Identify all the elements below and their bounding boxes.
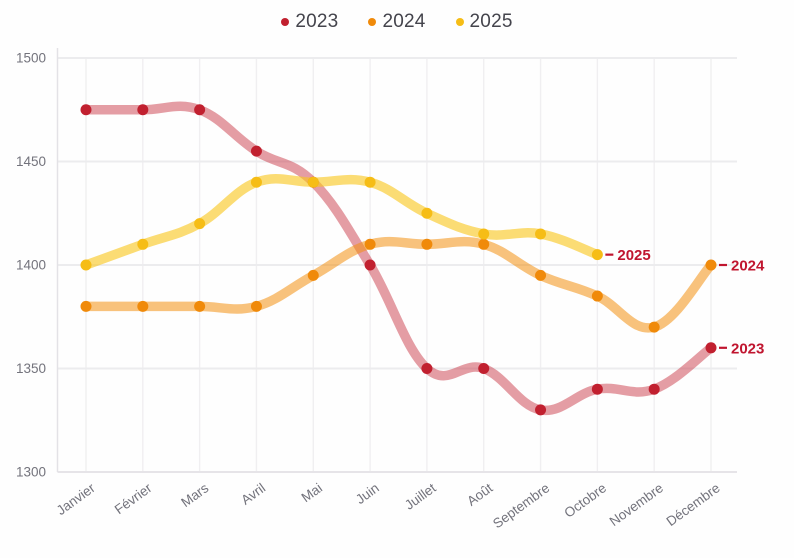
data-point-2025[interactable] bbox=[535, 228, 547, 240]
y-axis-tick-label: 1350 bbox=[16, 361, 46, 376]
data-point-2025[interactable] bbox=[307, 176, 319, 188]
legend-label: 2025 bbox=[469, 11, 513, 32]
data-point-2023[interactable] bbox=[364, 259, 376, 271]
data-point-2023[interactable] bbox=[250, 145, 262, 157]
data-point-2023[interactable] bbox=[478, 363, 490, 374]
data-point-2025[interactable] bbox=[80, 259, 92, 271]
y-axis-tick-label: 1450 bbox=[16, 154, 46, 169]
chart-legend: 2023 2024 2025 bbox=[0, 11, 794, 33]
data-point-2025[interactable] bbox=[421, 207, 433, 219]
data-point-2024[interactable] bbox=[535, 269, 547, 281]
legend-dot-icon bbox=[455, 18, 464, 26]
legend-item-2023[interactable]: 2023 bbox=[281, 11, 338, 33]
data-point-2024[interactable] bbox=[591, 290, 603, 302]
x-axis-tick-label: Février bbox=[112, 480, 155, 517]
series-end-label-2024: 2024 bbox=[731, 258, 765, 275]
data-point-2025[interactable] bbox=[194, 218, 206, 230]
legend-label: 2023 bbox=[295, 11, 339, 32]
x-axis-tick-label: Octobre bbox=[561, 480, 609, 520]
data-point-2024[interactable] bbox=[648, 321, 660, 333]
x-axis-tick-label: Avril bbox=[238, 480, 268, 507]
data-point-2024[interactable] bbox=[478, 238, 490, 250]
y-axis-tick-label: 1500 bbox=[16, 51, 46, 66]
x-axis-tick-label: Janvier bbox=[54, 480, 98, 518]
data-point-2024[interactable] bbox=[421, 238, 433, 250]
data-point-2025[interactable] bbox=[137, 238, 149, 250]
data-point-2023[interactable] bbox=[535, 404, 547, 416]
data-point-2024[interactable] bbox=[250, 300, 262, 312]
data-point-2025[interactable] bbox=[364, 176, 376, 188]
data-point-2023[interactable] bbox=[705, 342, 717, 354]
x-axis-tick-label: Décembre bbox=[664, 480, 723, 529]
x-axis-tick-label: Septembre bbox=[490, 480, 552, 531]
data-point-2025[interactable] bbox=[250, 176, 262, 188]
legend-item-2024[interactable]: 2024 bbox=[368, 11, 425, 33]
x-axis-tick-label: Mai bbox=[299, 480, 325, 505]
data-point-2024[interactable] bbox=[80, 300, 92, 312]
x-axis-tick-label: Novembre bbox=[607, 480, 666, 529]
data-point-2024[interactable] bbox=[194, 300, 206, 312]
data-point-2025[interactable] bbox=[591, 249, 603, 261]
data-point-2023[interactable] bbox=[80, 104, 92, 116]
series-end-label-2025: 2025 bbox=[617, 247, 650, 264]
x-axis-tick-label: Mars bbox=[178, 480, 211, 510]
y-axis-tick-label: 1400 bbox=[16, 258, 46, 273]
data-point-2024[interactable] bbox=[137, 300, 149, 312]
data-point-2023[interactable] bbox=[648, 383, 660, 395]
data-point-2023[interactable] bbox=[137, 104, 149, 116]
legend-label: 2024 bbox=[382, 11, 426, 32]
legend-item-2025[interactable]: 2025 bbox=[455, 11, 513, 33]
data-point-2024[interactable] bbox=[705, 259, 717, 271]
data-point-2023[interactable] bbox=[194, 104, 206, 116]
data-point-2023[interactable] bbox=[591, 383, 603, 395]
series-end-label-2023: 2023 bbox=[731, 340, 764, 357]
data-point-2024[interactable] bbox=[307, 269, 319, 281]
data-point-2025[interactable] bbox=[478, 228, 490, 240]
x-axis-tick-label: Juin bbox=[353, 480, 382, 507]
x-axis-tick-label: Août bbox=[464, 480, 495, 509]
data-point-2023[interactable] bbox=[421, 363, 433, 374]
x-axis-tick-label: Juillet bbox=[402, 480, 439, 513]
y-axis-tick-label: 1300 bbox=[16, 465, 46, 480]
legend-dot-icon bbox=[281, 18, 290, 26]
data-point-2024[interactable] bbox=[364, 238, 376, 250]
legend-dot-icon bbox=[368, 18, 377, 26]
series-line-2025 bbox=[81, 173, 603, 270]
